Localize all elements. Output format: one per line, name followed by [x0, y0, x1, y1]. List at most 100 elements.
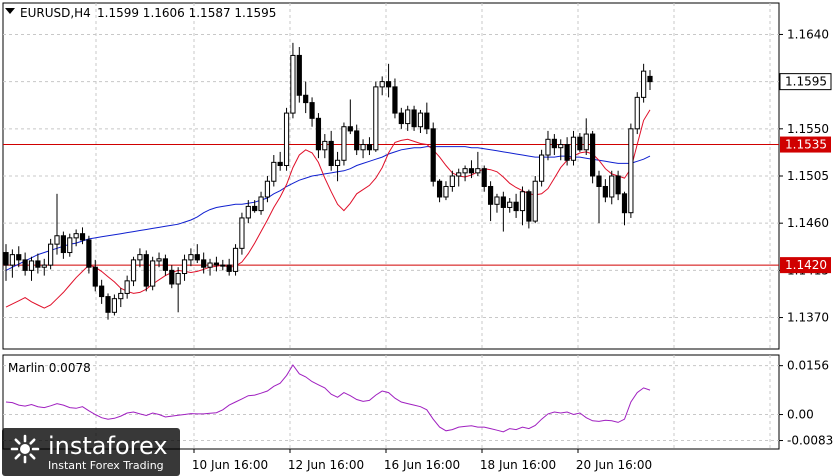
- candle-body-bearish: [3, 252, 9, 266]
- candle: [79, 227, 86, 245]
- y-tick-label: 1.1370: [787, 311, 829, 325]
- candle: [137, 248, 143, 268]
- candle-body-bearish: [526, 191, 532, 222]
- candle-body-bullish: [360, 144, 366, 151]
- candle-body-bearish: [201, 259, 207, 268]
- candle-body-bearish: [577, 136, 583, 151]
- candle-body-bearish: [105, 296, 111, 313]
- candle-body-bearish: [436, 180, 443, 198]
- candle: [436, 179, 443, 203]
- candle-body-bullish: [405, 109, 411, 125]
- candle-body-bearish: [79, 233, 86, 241]
- symbol-label: EURUSD,H4: [20, 6, 91, 20]
- candle: [92, 259, 98, 292]
- indicator-label: Marlin 0.0078: [8, 361, 91, 375]
- candle: [207, 258, 213, 276]
- candle: [481, 165, 487, 192]
- candle: [564, 137, 570, 166]
- indicator-y-tick-label: -0.0083: [787, 434, 833, 448]
- x-tick-label: 10 Jun 16:00: [192, 458, 268, 472]
- candle: [322, 134, 328, 159]
- candle: [283, 107, 290, 171]
- candle-body-bullish: [634, 96, 640, 130]
- candle: [48, 238, 54, 270]
- candle: [124, 275, 130, 299]
- candle: [271, 155, 277, 187]
- candle: [634, 92, 640, 135]
- candle: [220, 259, 226, 271]
- candle: [105, 293, 111, 320]
- candle-body-bearish: [424, 112, 430, 130]
- candle: [201, 252, 207, 274]
- instaforex-logo-icon: [10, 434, 40, 464]
- candle-body-bullish: [181, 259, 188, 275]
- candle: [456, 168, 462, 187]
- level-price-label: 1.1420: [785, 258, 827, 272]
- candle-body-bearish: [487, 185, 494, 205]
- candle-body-bearish: [564, 144, 570, 161]
- candle: [570, 130, 577, 166]
- indicator-y-tick-label: 0.00: [787, 408, 814, 422]
- instaforex-watermark: instaforex Instant Forex Trading: [2, 428, 180, 476]
- candle: [596, 170, 602, 224]
- candle: [628, 123, 634, 218]
- candle-body-bearish: [309, 102, 315, 119]
- candle: [290, 42, 296, 119]
- candle-body-bearish: [328, 140, 334, 167]
- candle-body-bearish: [315, 117, 322, 151]
- candle: [602, 179, 608, 203]
- candle-body-bullish: [507, 201, 513, 208]
- candle-body-bullish: [156, 258, 162, 262]
- candle: [16, 246, 22, 268]
- candle-body-bearish: [385, 81, 392, 88]
- candle: [181, 254, 188, 281]
- candle-body-bearish: [60, 235, 66, 254]
- candle-body-bearish: [22, 259, 28, 271]
- candle-body-bearish: [162, 258, 169, 271]
- candle: [398, 107, 404, 129]
- candle: [405, 105, 411, 131]
- chart-menu-triangle-icon[interactable]: [5, 8, 15, 14]
- candle: [385, 63, 392, 98]
- candle: [232, 244, 239, 276]
- candle-body-bullish: [583, 133, 589, 151]
- candle: [296, 47, 302, 103]
- candle-body-bullish: [150, 260, 156, 287]
- candle: [347, 99, 353, 135]
- candle-body-bullish: [462, 168, 468, 174]
- moving-average-fast: [5, 109, 651, 309]
- candle-body-bullish: [264, 180, 271, 198]
- candle-body-bearish: [226, 264, 232, 272]
- candle-body-bullish: [539, 154, 545, 182]
- y-tick-label: 1.1640: [787, 27, 829, 41]
- candle: [162, 254, 169, 276]
- candle: [258, 191, 264, 215]
- candle: [245, 200, 251, 224]
- candle: [500, 191, 506, 232]
- ohlc-values: 1.1599 1.1606 1.1587 1.1595: [97, 6, 276, 20]
- candle-body-bullish: [124, 280, 130, 294]
- y-tick-label: 1.1550: [787, 122, 829, 136]
- candle-body-bearish: [347, 126, 353, 132]
- candle-body-bearish: [252, 205, 258, 212]
- candle-body-bearish: [16, 254, 22, 261]
- candle: [583, 118, 589, 156]
- candle-body-bullish: [283, 112, 290, 167]
- candle-body-bearish: [277, 161, 283, 167]
- candle: [341, 122, 347, 166]
- candle-body-bullish: [54, 235, 60, 245]
- candle: [194, 244, 200, 264]
- marlin-oscillator-line: [5, 364, 651, 433]
- candle: [334, 151, 341, 182]
- candle: [411, 105, 417, 131]
- candle-body-bearish: [92, 266, 98, 287]
- candle-body-bearish: [615, 175, 621, 195]
- candle-body-bearish: [213, 262, 220, 266]
- watermark-tagline: Instant Forex Trading: [48, 459, 164, 472]
- candle-body-bullish: [67, 237, 73, 254]
- candle: [41, 258, 47, 276]
- candle-body-bearish: [513, 201, 519, 212]
- candle: [309, 97, 315, 127]
- indicator-y-tick-label: 0.0156: [787, 359, 829, 373]
- candle: [366, 137, 373, 156]
